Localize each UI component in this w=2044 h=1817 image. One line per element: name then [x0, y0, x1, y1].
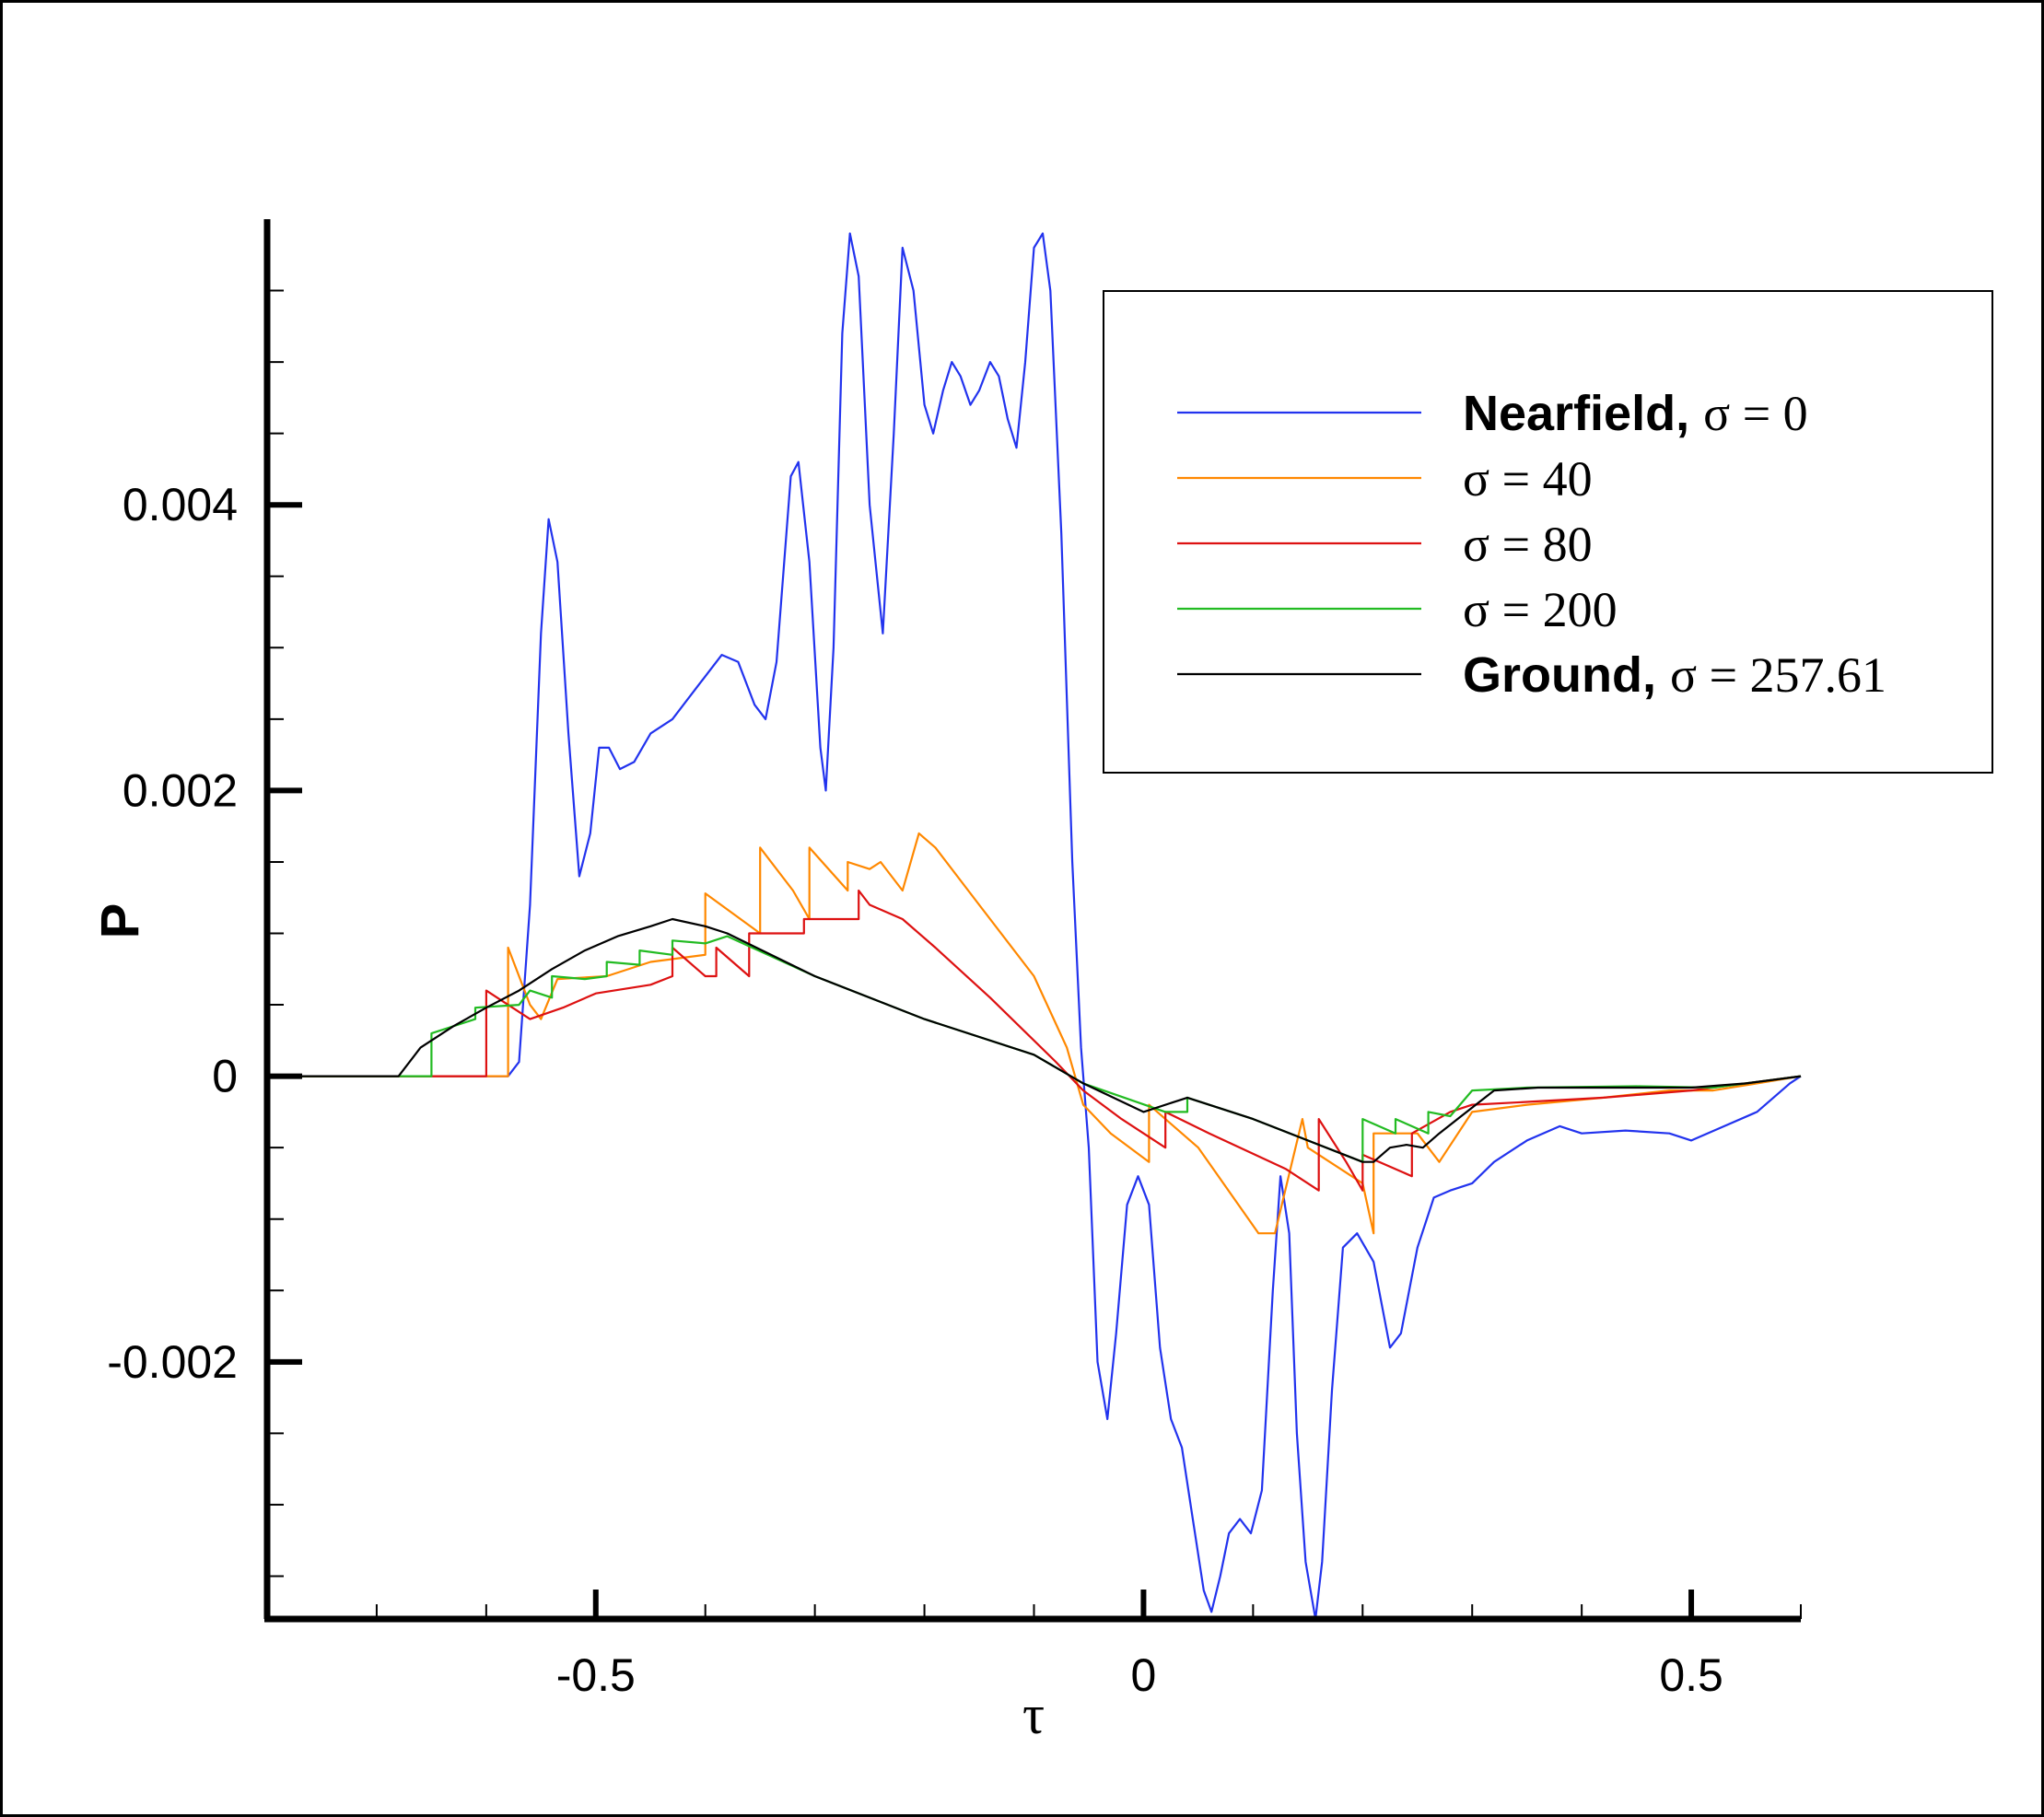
legend-label-sigma: σ = 257.61 [1670, 647, 1886, 703]
legend-label-sigma: σ = 40 [1463, 451, 1593, 507]
legend-entries: Nearfield, σ = 0 σ = 40 σ = 80 σ = 200 Groun… [1177, 386, 1886, 703]
legend-label-sigma: σ = 80 [1463, 517, 1593, 572]
x-tick-label: -0.5 [556, 1649, 636, 1701]
y-tick-label: 0.002 [123, 764, 238, 816]
legend-label-bold: Ground, [1463, 647, 1670, 703]
legend-label-bold: Nearfield, [1463, 386, 1703, 441]
legend-label-2: σ = 80 [1463, 517, 1593, 572]
y-tick-label: -0.002 [107, 1336, 238, 1388]
x-tick-label: 0 [1131, 1649, 1157, 1701]
y-tick-label: 0.004 [123, 479, 238, 530]
plot-lines [299, 232, 1802, 1621]
axes: -0.5 0 0.5 0.004 0.002 0 -0.002 [107, 219, 1802, 1701]
x-axis-title: τ [1022, 1684, 1045, 1745]
series-line-2 [299, 889, 1802, 1192]
legend-label-sigma: σ = 0 [1703, 386, 1808, 441]
axis-ticks [267, 289, 1802, 1619]
legend-label-3: σ = 200 [1463, 582, 1618, 637]
series-line-1 [299, 832, 1802, 1235]
axis-tick-labels: -0.5 0 0.5 0.004 0.002 0 -0.002 [107, 479, 1723, 1701]
legend-label-0: Nearfield, σ = 0 [1463, 386, 1808, 441]
series-line-4 [299, 917, 1802, 1163]
legend-label-1: σ = 40 [1463, 451, 1593, 507]
legend-label-sigma: σ = 200 [1463, 582, 1618, 637]
legend-box [1103, 290, 1993, 774]
series-line-0 [299, 232, 1802, 1621]
y-axis-title: P [90, 903, 150, 939]
legend-label-4: Ground, σ = 257.61 [1463, 647, 1886, 703]
legend: Nearfield, σ = 0 σ = 40 σ = 80 σ = 200 Groun… [1103, 290, 1993, 774]
x-tick-label: 0.5 [1659, 1649, 1723, 1701]
y-tick-label: 0 [212, 1051, 238, 1102]
